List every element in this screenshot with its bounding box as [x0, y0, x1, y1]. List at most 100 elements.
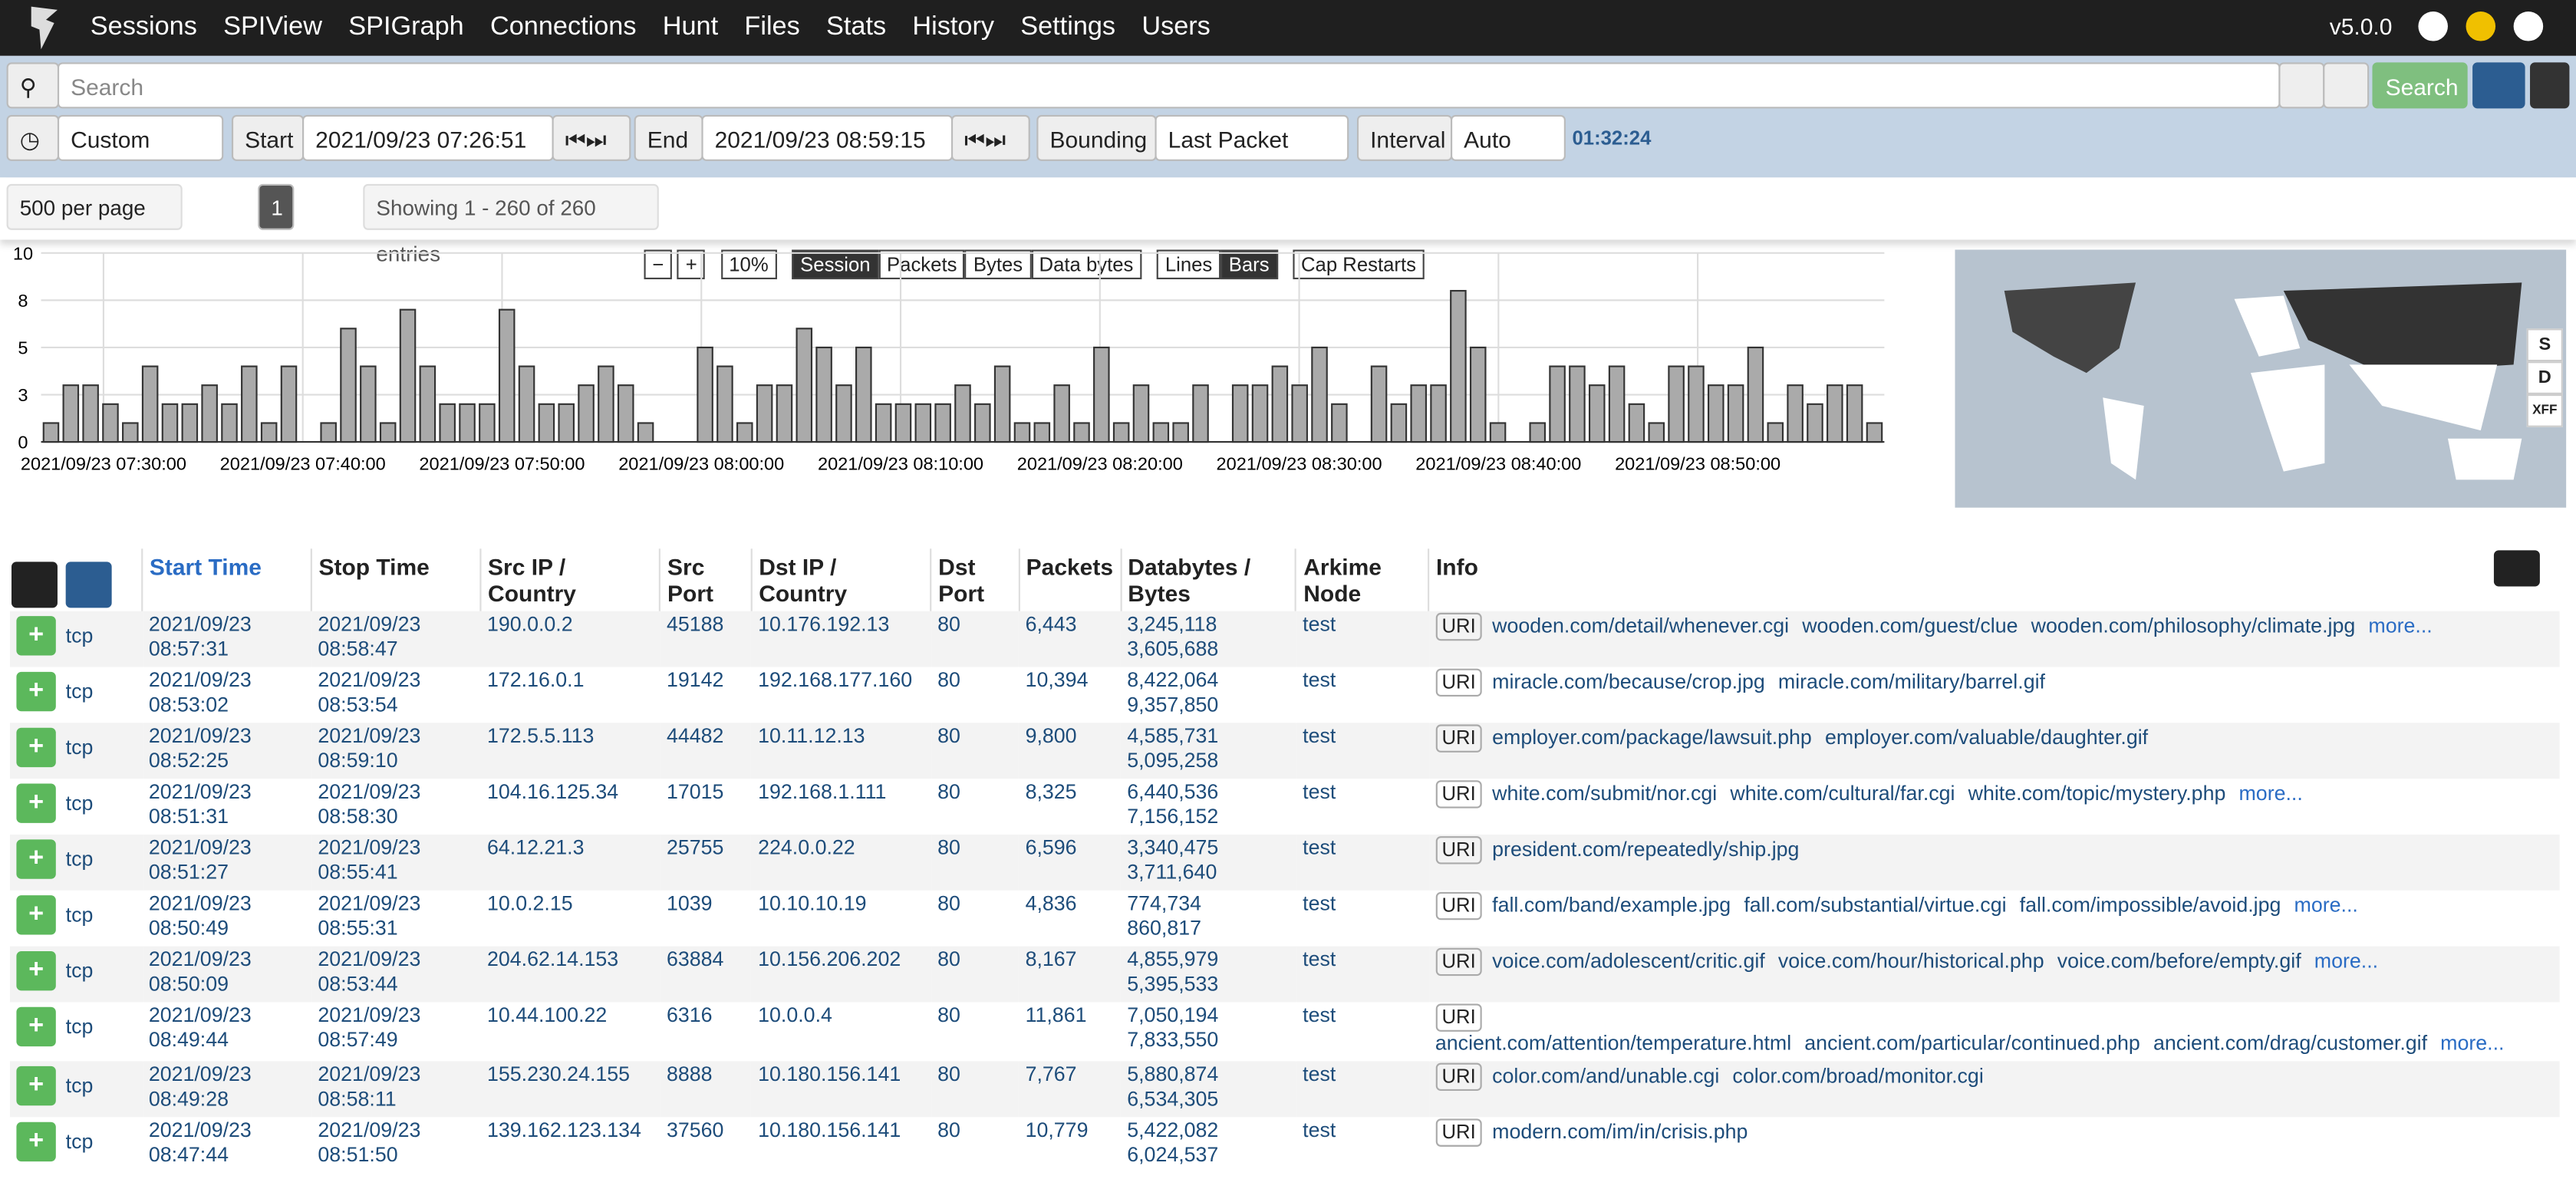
view-button[interactable] [2472, 62, 2525, 108]
expand-button[interactable]: + [16, 728, 55, 767]
column-header[interactable]: Info [1428, 548, 2559, 611]
uri-dropdown[interactable]: URI [1435, 724, 1482, 752]
column-header[interactable]: Stop Time [311, 548, 481, 611]
protocol: tcp [66, 848, 94, 871]
column-header[interactable]: Databytes / Bytes [1121, 548, 1296, 611]
bar [479, 404, 494, 442]
protocol: tcp [66, 1015, 94, 1038]
per-page[interactable]: 500 per page [7, 184, 183, 230]
expand-button[interactable]: + [16, 1007, 55, 1046]
uri-link[interactable]: ancient.com/attention/temperature.html [1435, 1032, 1791, 1055]
uri-link[interactable]: voice.com/before/empty.gif [2057, 950, 2301, 973]
nav-item[interactable]: Hunt [663, 13, 718, 41]
start-nav[interactable]: ⏮⏭ [552, 115, 631, 161]
uri-link[interactable]: president.com/repeatedly/ship.jpg [1492, 838, 1799, 861]
bar [1787, 385, 1802, 442]
expand-button[interactable]: + [16, 672, 55, 711]
map-button[interactable]: S [2527, 328, 2563, 361]
nav-item[interactable]: Sessions [91, 13, 197, 41]
column-header[interactable]: Src IP / Country [480, 548, 660, 611]
expand-button[interactable]: + [16, 1122, 55, 1161]
expand-button[interactable]: + [16, 1066, 55, 1105]
nav-item[interactable]: Connections [490, 13, 637, 41]
uri-dropdown[interactable]: URI [1435, 780, 1482, 808]
column-header[interactable]: Arkime Node [1296, 548, 1429, 611]
column-header[interactable]: Packets [1019, 548, 1121, 611]
nav-item[interactable]: Stats [826, 13, 886, 41]
bar [519, 367, 534, 443]
nav-item[interactable]: Settings [1020, 13, 1115, 41]
uri-link[interactable]: modern.com/im/in/crisis.php [1492, 1121, 1748, 1144]
clear-button[interactable] [2323, 62, 2369, 108]
expand-button[interactable]: + [16, 784, 55, 823]
uri-dropdown[interactable]: URI [1435, 613, 1482, 641]
map-button[interactable]: XFF [2527, 394, 2563, 427]
uri-link[interactable]: white.com/topic/mystery.php [1968, 782, 2226, 805]
expand-button[interactable]: + [16, 895, 55, 934]
nav-item[interactable]: Files [744, 13, 799, 41]
uri-link[interactable]: color.com/broad/monitor.cgi [1732, 1065, 1983, 1088]
nav-item[interactable]: Users [1141, 13, 1210, 41]
uri-link[interactable]: voice.com/adolescent/critic.gif [1492, 950, 1765, 973]
end-nav[interactable]: ⏮⏭ [951, 115, 1030, 161]
uri-link[interactable]: wooden.com/guest/clue [1802, 614, 2018, 637]
more-link[interactable]: more... [2294, 894, 2358, 917]
column-header[interactable]: Dst IP / Country [752, 548, 931, 611]
nav-item[interactable]: SPIView [223, 13, 322, 41]
bytes-cell: 5,422,0826,024,537 [1121, 1117, 1296, 1173]
uri-dropdown[interactable]: URI [1435, 1004, 1482, 1032]
uri-link[interactable]: miracle.com/military/barrel.gif [1778, 670, 2045, 693]
uri-dropdown[interactable]: URI [1435, 1118, 1482, 1146]
column-header[interactable]: Start Time [142, 548, 311, 611]
uri-dropdown[interactable]: URI [1435, 892, 1482, 920]
uri-link[interactable]: color.com/and/unable.cgi [1492, 1065, 1719, 1088]
interval-select[interactable]: Auto [1451, 115, 1566, 161]
more-link[interactable]: more... [2239, 782, 2303, 805]
uri-link[interactable]: ancient.com/particular/continued.php [1804, 1032, 2140, 1055]
uri-link[interactable]: wooden.com/philosophy/climate.jpg [2031, 614, 2356, 637]
search-input[interactable]: Search [58, 62, 2281, 108]
bar [1273, 367, 1287, 443]
bar [598, 367, 613, 443]
start-input[interactable]: 2021/09/23 07:26:51 [302, 115, 554, 161]
uri-dropdown[interactable]: URI [1435, 1063, 1482, 1091]
page-number[interactable]: 1 [258, 184, 294, 230]
uri-link[interactable]: ancient.com/drag/customer.gif [2153, 1032, 2427, 1055]
databytes: 3,245,118 [1127, 613, 1290, 637]
uri-link[interactable]: employer.com/valuable/daughter.gif [1825, 726, 2148, 749]
save-button[interactable] [2278, 62, 2324, 108]
uri-link[interactable]: voice.com/hour/historical.php [1778, 950, 2044, 973]
cell: 10.0.2.15 [480, 891, 660, 947]
column-header[interactable]: Dst Port [931, 548, 1019, 611]
expand-button[interactable]: + [16, 951, 55, 990]
uri-dropdown[interactable]: URI [1435, 948, 1482, 976]
expand-button[interactable]: + [16, 839, 55, 878]
uri-link[interactable]: employer.com/package/lawsuit.php [1492, 726, 1812, 749]
uri-dropdown[interactable]: URI [1435, 669, 1482, 697]
uri-link[interactable]: white.com/submit/nor.cgi [1492, 782, 1717, 805]
nav-item[interactable]: History [912, 13, 994, 41]
more-link[interactable]: more... [2368, 614, 2432, 637]
uri-link[interactable]: miracle.com/because/crop.jpg [1492, 670, 1765, 693]
more-link[interactable]: more... [2440, 1032, 2504, 1055]
time-range[interactable]: Custom [58, 115, 223, 161]
column-header[interactable]: Src Port [660, 548, 751, 611]
expand-cell: +tcp [10, 947, 142, 1003]
info-cell: URI color.com/and/unable.cgi color.com/bro… [1428, 1061, 2559, 1117]
bounding-select[interactable]: Last Packet [1155, 115, 1349, 161]
expand-button[interactable]: + [16, 616, 55, 655]
cell: 80 [931, 947, 1019, 1003]
uri-dropdown[interactable]: URI [1435, 836, 1482, 864]
nav-item[interactable]: SPIGraph [348, 13, 463, 41]
actions-menu[interactable] [2530, 62, 2569, 108]
bytes-cell: 8,422,0649,357,850 [1121, 667, 1296, 723]
uri-link[interactable]: wooden.com/detail/whenever.cgi [1492, 614, 1789, 637]
uri-link[interactable]: fall.com/band/example.jpg [1492, 894, 1731, 917]
uri-link[interactable]: fall.com/impossible/avoid.jpg [2020, 894, 2281, 917]
more-link[interactable]: more... [2314, 950, 2378, 973]
search-button[interactable]: Search [2372, 62, 2467, 108]
end-input[interactable]: 2021/09/23 08:59:15 [701, 115, 953, 161]
map-button[interactable]: D [2527, 361, 2563, 394]
uri-link[interactable]: fall.com/substantial/virtue.cgi [1744, 894, 2006, 917]
uri-link[interactable]: white.com/cultural/far.cgi [1730, 782, 1955, 805]
